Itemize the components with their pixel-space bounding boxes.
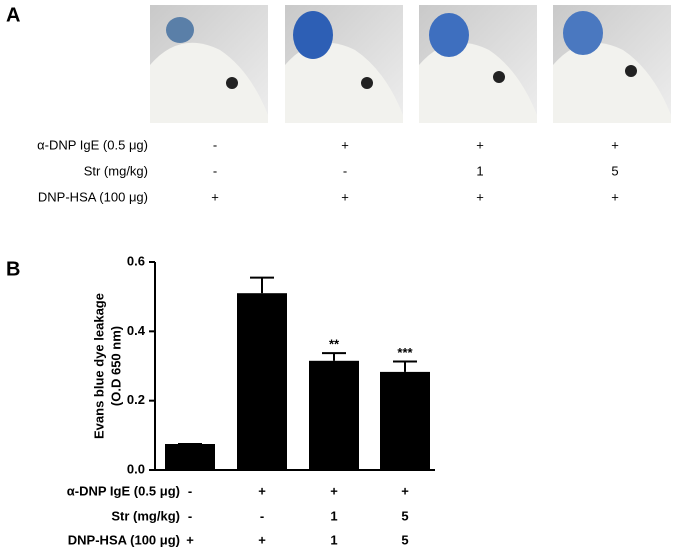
y-tick-label: 0.6	[127, 253, 145, 268]
row-cell: 5	[401, 508, 408, 523]
row-label: α-DNP IgE (0.5 μg)	[67, 483, 180, 498]
row-cell: +	[341, 137, 349, 152]
row-cell: 1	[476, 163, 483, 178]
row-cell: +	[258, 483, 266, 498]
row-cell: +	[330, 483, 338, 498]
y-axis-label: (O.D 650 nm)	[108, 326, 123, 406]
row-cell: -	[188, 508, 192, 523]
bar	[380, 371, 430, 470]
row-label: Str (mg/kg)	[111, 508, 180, 523]
row-cell: +	[611, 189, 619, 204]
row-label: α-DNP IgE (0.5 μg)	[37, 137, 148, 152]
row-cell: +	[401, 483, 409, 498]
row-label: DNP-HSA (100 μg)	[38, 189, 148, 204]
row-cell: 1	[330, 508, 337, 523]
row-cell: 1	[330, 532, 337, 547]
row-cell: +	[476, 189, 484, 204]
row-cell: -	[188, 483, 192, 498]
photo	[285, 5, 403, 123]
row-cell: +	[341, 189, 349, 204]
row-cell: -	[213, 137, 217, 152]
row-cell: +	[476, 137, 484, 152]
photo	[553, 5, 671, 123]
photo	[419, 5, 537, 123]
mouse-photos	[150, 5, 671, 123]
row-cell: -	[343, 163, 347, 178]
y-tick-label: 0.2	[127, 392, 145, 407]
panel-label: A	[6, 4, 20, 26]
row-cell: +	[611, 137, 619, 152]
row-cell: 5	[611, 163, 618, 178]
row-cell: +	[186, 532, 194, 547]
row-cell: 5	[401, 532, 408, 547]
panel-label: B	[6, 258, 20, 280]
row-cell: +	[258, 532, 266, 547]
bar	[309, 360, 359, 470]
significance: ***	[397, 345, 413, 360]
row-cell: +	[211, 189, 219, 204]
y-axis-label: Evans blue dye leakage	[91, 293, 106, 439]
row-label: DNP-HSA (100 μg)	[68, 532, 180, 547]
row-cell: -	[213, 163, 217, 178]
row-cell: -	[260, 508, 264, 523]
row-label: Str (mg/kg)	[84, 163, 148, 178]
bar	[165, 444, 215, 470]
photo	[150, 5, 268, 123]
bar	[237, 293, 287, 470]
significance: **	[329, 337, 340, 352]
y-tick-label: 0.0	[127, 461, 145, 476]
y-tick-label: 0.4	[127, 323, 146, 338]
